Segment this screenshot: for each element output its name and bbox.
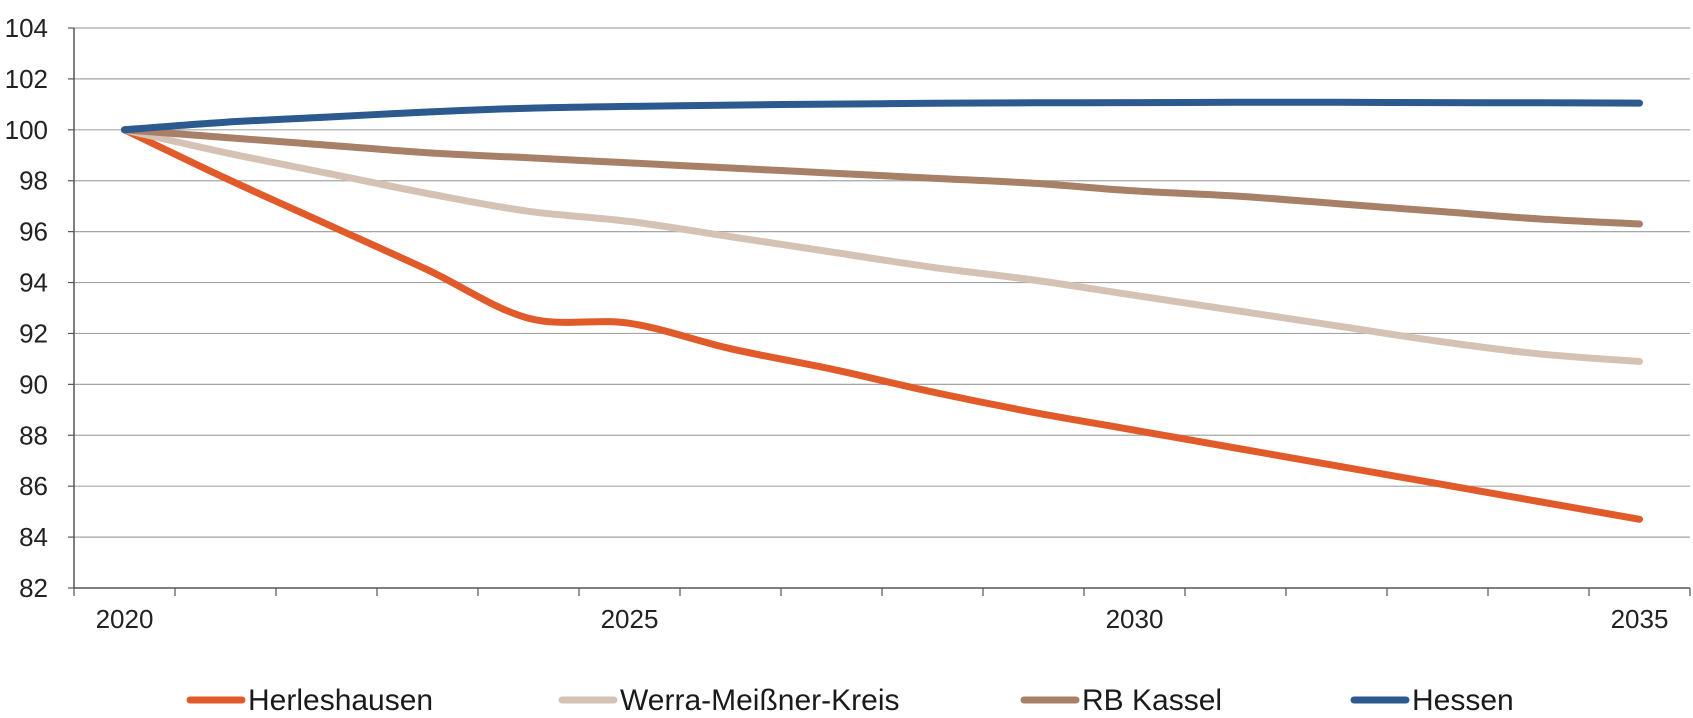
y-tick-label: 102 (5, 64, 48, 94)
series-line-herleshausen (121, 126, 1643, 523)
x-axis-tick-labels: 2020 2025 2030 2035 (96, 604, 1669, 634)
y-tick-label: 82 (19, 573, 48, 603)
x-tick-label: 2035 (1611, 604, 1669, 634)
legend-label: Herleshausen (248, 684, 433, 717)
axes (68, 27, 1691, 596)
y-tick-label: 84 (19, 522, 48, 552)
y-tick-label: 88 (19, 420, 48, 450)
y-tick-label: 96 (19, 217, 48, 247)
series-line-rb-kassel (121, 126, 1643, 228)
y-tick-label: 104 (5, 13, 48, 43)
y-tick-label: 94 (19, 268, 48, 298)
y-tick-label: 92 (19, 318, 48, 348)
series-line-hessen (121, 98, 1643, 134)
y-tick-label: 90 (19, 369, 48, 399)
x-tick-label: 2025 (601, 604, 659, 634)
series-lines (121, 98, 1643, 523)
y-tick-label: 100 (5, 115, 48, 145)
x-tick-label: 2030 (1106, 604, 1164, 634)
legend-label: Werra-Meißner-Kreis (620, 684, 899, 717)
y-tick-label: 86 (19, 471, 48, 501)
y-axis-tick-labels: 82 84 86 88 90 92 94 96 98 100 102 104 (5, 13, 48, 603)
legend: Herleshausen Werra-Meißner-Kreis RB Kassel… (186, 684, 1514, 717)
y-tick-label: 98 (19, 166, 48, 196)
series-line-werra-mei-ner-kreis (121, 126, 1643, 365)
x-tick-label: 2020 (96, 604, 154, 634)
legend-label: Hessen (1412, 684, 1514, 717)
legend-label: RB Kassel (1082, 684, 1222, 717)
